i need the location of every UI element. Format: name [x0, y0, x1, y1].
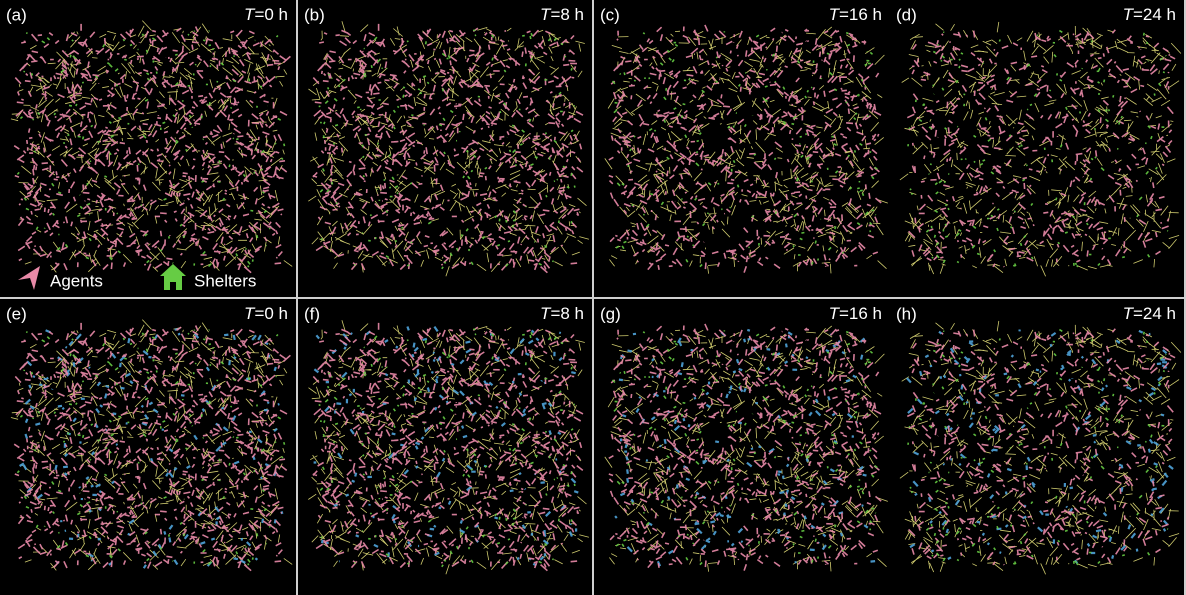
legend-shelters: Shelters — [194, 271, 256, 290]
legend-agents: Agents — [50, 271, 103, 290]
panel: (c) T=16 h — [594, 0, 890, 297]
panel-label: (e) — [6, 304, 27, 323]
figure: (a)T=0 hAgentsShelters(b)T=8 h(c)T=16 h(… — [0, 0, 1186, 595]
time-value: =24 h — [1133, 5, 1176, 24]
time-value: =0 h — [254, 5, 288, 24]
time-value: =16 h — [839, 304, 882, 323]
panel: (a) T=0 h Agents Shelters — [0, 0, 296, 297]
panel-label: (b) — [304, 5, 325, 24]
panel-time: T=8 h — [540, 5, 584, 24]
panel-label: (g) — [600, 304, 621, 323]
time-value: =16 h — [839, 5, 882, 24]
time-value: =8 h — [550, 5, 584, 24]
panel-label: (f) — [304, 304, 320, 323]
panel-label: (c) — [600, 5, 620, 24]
panel: (e) T=0 h — [0, 299, 296, 595]
panel: (b) T=8 h — [298, 0, 592, 297]
panel-label: (a) — [6, 5, 27, 24]
panel: (h) T=24 h — [890, 299, 1184, 595]
panel-label: (h) — [896, 304, 917, 323]
time-value: =8 h — [550, 304, 584, 323]
panel: (f) T=8 h — [298, 299, 592, 595]
time-value: =0 h — [254, 304, 288, 323]
panel-time: T=16 h — [829, 5, 882, 24]
panel-time: T=16 h — [829, 304, 882, 323]
panel-time: T=24 h — [1123, 5, 1176, 24]
panel: (d) T=24 h — [890, 0, 1184, 297]
time-value: =24 h — [1133, 304, 1176, 323]
panel: (g) T=16 h — [594, 299, 890, 595]
panel-time: T=8 h — [540, 304, 584, 323]
panel-time: T=0 h — [244, 304, 288, 323]
panel-label: (d) — [896, 5, 917, 24]
panel-time: T=24 h — [1123, 304, 1176, 323]
panel-time: T=0 h — [244, 5, 288, 24]
